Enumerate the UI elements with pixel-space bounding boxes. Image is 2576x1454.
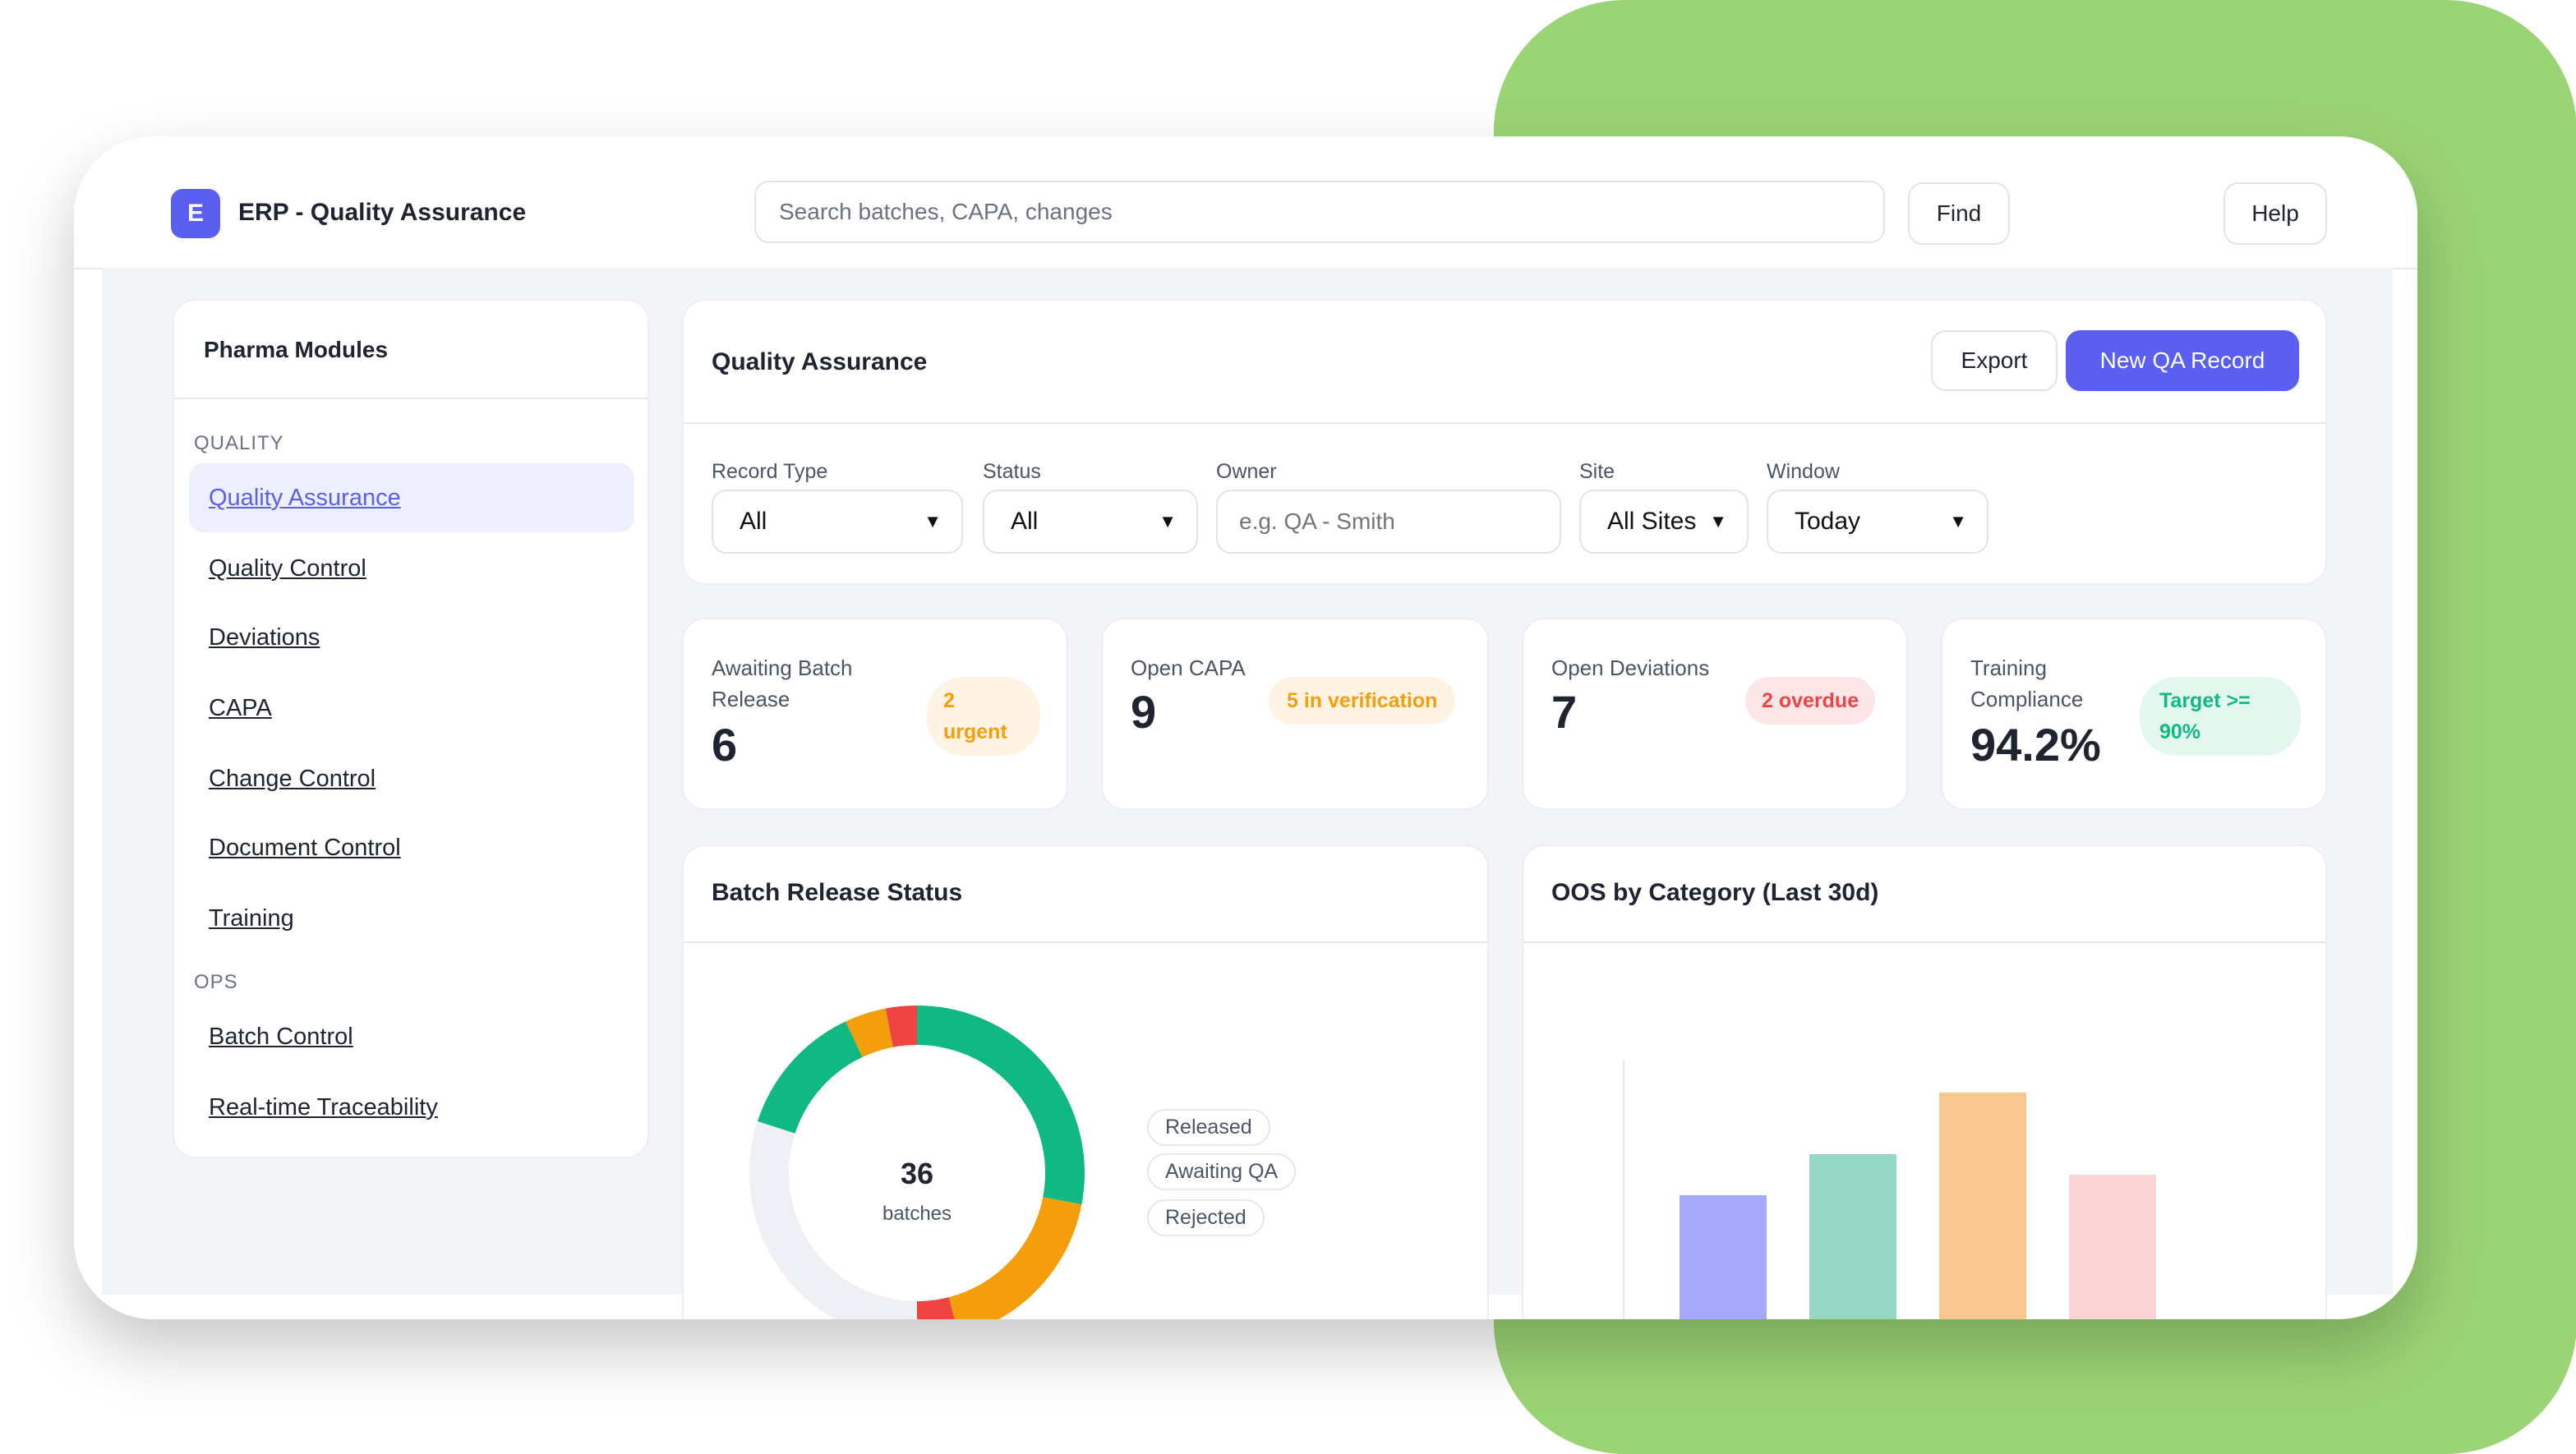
search-input[interactable] — [754, 181, 1885, 243]
sidebar: Pharma Modules QUALITY Quality Assurance… — [173, 299, 649, 1158]
divider — [684, 422, 2325, 424]
kpi-value: 7 — [1551, 686, 1578, 738]
sidebar-item-change-control[interactable]: Change Control — [209, 765, 376, 792]
donut-segment-awaiting-qa — [948, 1196, 1082, 1319]
site-label: Site — [1579, 460, 1615, 483]
kpi-badge: 2 overdue — [1745, 677, 1876, 725]
content-area: Pharma Modules QUALITY Quality Assurance… — [102, 268, 2393, 1319]
page-title: Quality Assurance — [712, 348, 928, 375]
bar-4 — [2069, 1175, 2156, 1319]
donut-segment-rejected — [885, 1005, 918, 1047]
kpi-card-open-capa[interactable]: Open CAPA 9 5 in verification — [1101, 618, 1489, 810]
kpi-value: 6 — [712, 719, 738, 771]
find-button[interactable]: Find — [1908, 182, 2010, 245]
sidebar-item-quality-assurance[interactable]: Quality Assurance — [189, 463, 634, 532]
sidebar-item-training[interactable]: Training — [209, 904, 294, 932]
window-label: Window — [1767, 460, 1840, 483]
legend-released: Released — [1147, 1109, 1270, 1146]
donut-segment-released — [757, 1021, 864, 1134]
app-window: E ERP - Quality Assurance Find Help Phar… — [74, 136, 2417, 1319]
chart-title: Batch Release Status — [712, 879, 963, 906]
donut-segment-rejected — [916, 1296, 955, 1319]
divider — [174, 398, 647, 399]
export-button[interactable]: Export — [1931, 330, 2058, 391]
sidebar-item-real-time-traceability[interactable]: Real-time Traceability — [209, 1093, 438, 1120]
kpi-label: Awaiting Batch Release — [712, 656, 853, 711]
kpi-label: Training Compliance — [1970, 656, 2084, 711]
sidebar-item-deviations[interactable]: Deviations — [209, 623, 320, 651]
kpi-value: 94.2% — [1970, 719, 2101, 771]
section-label-ops: OPS — [194, 971, 238, 993]
record-type-value: All — [740, 508, 767, 535]
record-type-select[interactable]: All ▼ — [712, 490, 963, 554]
status-value: All — [1011, 508, 1039, 535]
new-qa-record-button[interactable]: New QA Record — [2066, 330, 2299, 391]
chevron-down-icon: ▼ — [924, 511, 942, 531]
sidebar-item-capa[interactable]: CAPA — [209, 694, 272, 721]
window-select[interactable]: Today ▼ — [1767, 490, 1988, 554]
owner-label: Owner — [1216, 460, 1277, 483]
owner-input[interactable] — [1216, 490, 1561, 554]
kpi-card-awaiting-release[interactable]: Awaiting Batch Release 6 2 urgent — [682, 618, 1068, 810]
kpi-label: Open CAPA — [1131, 656, 1246, 680]
kpi-card-training-compliance[interactable]: Training Compliance 94.2% Target >= 90% — [1941, 618, 2327, 810]
kpi-badge: 2 urgent — [927, 677, 1040, 756]
kpi-value: 9 — [1131, 686, 1157, 738]
divider — [1523, 941, 2325, 943]
record-type-label: Record Type — [712, 460, 828, 483]
kpi-badge: 5 in verification — [1269, 677, 1456, 725]
oos-bar-chart — [1623, 1060, 2156, 1319]
kpi-badge: Target >= 90% — [2140, 677, 2301, 756]
bar-3 — [1939, 1093, 2026, 1319]
app-title: ERP - Quality Assurance — [238, 199, 527, 226]
donut-segment-released — [916, 1005, 1085, 1205]
site-select[interactable]: All Sites ▼ — [1579, 490, 1749, 554]
donut-center-value: 36 — [900, 1157, 934, 1190]
donut-segment-empty — [749, 1120, 918, 1319]
legend-rejected: Rejected — [1147, 1199, 1265, 1236]
section-label-quality: QUALITY — [194, 432, 284, 454]
bar-2 — [1809, 1154, 1896, 1319]
sidebar-item-quality-control[interactable]: Quality Control — [209, 554, 366, 582]
app-logo: E — [171, 189, 220, 238]
site-value: All Sites — [1607, 508, 1697, 535]
top-bar: E ERP - Quality Assurance Find Help — [74, 136, 2417, 269]
donut-segment-awaiting-qa — [846, 1008, 894, 1058]
kpi-card-open-deviations[interactable]: Open Deviations 7 2 overdue — [1522, 618, 1908, 810]
donut-center-label: batches — [882, 1203, 952, 1225]
qa-header-panel: Quality Assurance Export New QA Record R… — [682, 299, 2327, 585]
sidebar-item-document-control[interactable]: Document Control — [209, 834, 401, 861]
batch-status-donut — [749, 1005, 1085, 1319]
divider — [684, 941, 1487, 943]
kpi-label: Open Deviations — [1551, 656, 1710, 680]
chart-title: OOS by Category (Last 30d) — [1551, 879, 1879, 906]
oos-by-category-panel: OOS by Category (Last 30d) — [1522, 844, 2327, 1319]
help-button[interactable]: Help — [2223, 182, 2327, 245]
bar-1 — [1680, 1195, 1767, 1319]
chevron-down-icon: ▼ — [1709, 511, 1727, 531]
window-value: Today — [1795, 508, 1861, 535]
chevron-down-icon: ▼ — [1949, 511, 1967, 531]
legend-awaiting-qa: Awaiting QA — [1147, 1153, 1297, 1190]
chevron-down-icon: ▼ — [1159, 511, 1177, 531]
sidebar-title: Pharma Modules — [204, 337, 389, 362]
sidebar-item-batch-control[interactable]: Batch Control — [209, 1023, 353, 1050]
status-select[interactable]: All ▼ — [983, 490, 1198, 554]
status-label: Status — [983, 460, 1041, 483]
batch-release-status-panel: Batch Release Status 36 batches Released… — [682, 844, 1489, 1319]
